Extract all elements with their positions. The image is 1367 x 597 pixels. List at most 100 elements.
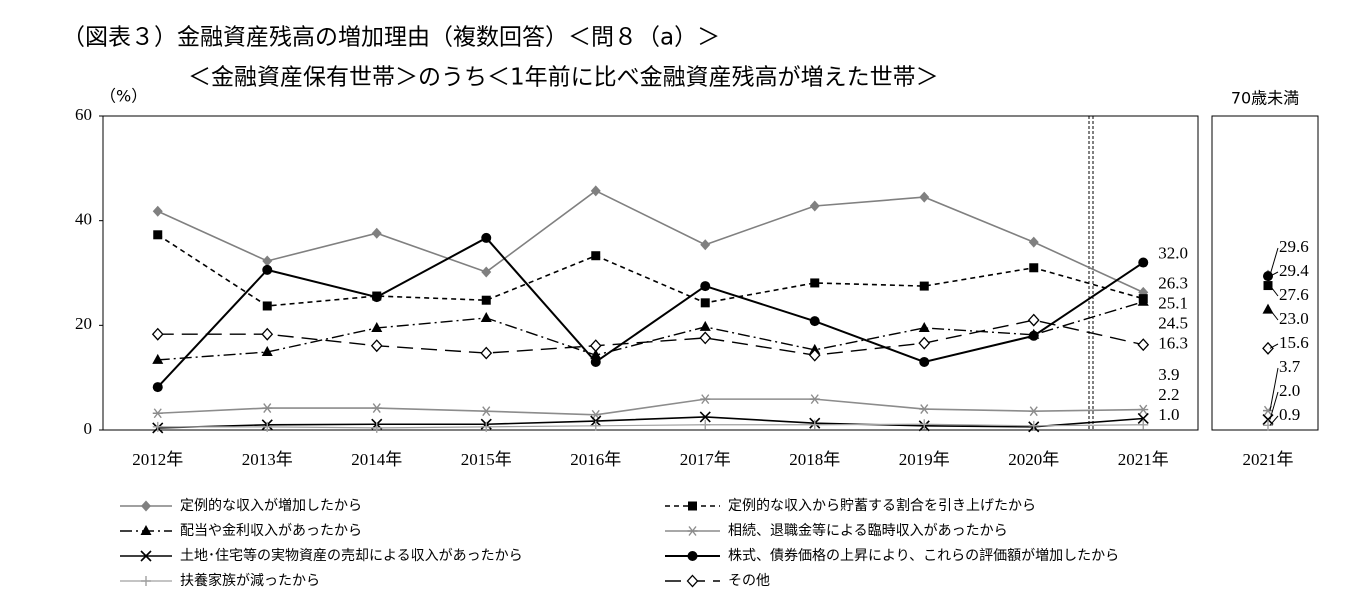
- marker: [919, 419, 930, 430]
- marker: [1137, 412, 1149, 425]
- series-line: [157, 423, 1144, 429]
- marker: [261, 327, 274, 341]
- data-label: 2.2: [1158, 385, 1179, 404]
- marker: [809, 200, 820, 212]
- series-line: [157, 234, 1144, 307]
- series-line: [157, 301, 1144, 361]
- leader-line: [1269, 415, 1279, 426]
- marker: [481, 406, 492, 417]
- marker: [153, 230, 163, 240]
- marker: [1138, 404, 1149, 415]
- leader-line: [1269, 391, 1279, 420]
- chart-subtitle: ＜金融資産保有世帯＞のうち＜1年前に比べ金融資産残高が増えた世帯＞: [188, 65, 939, 91]
- marker: [140, 550, 152, 562]
- marker: [481, 232, 492, 243]
- marker: [371, 292, 382, 303]
- x-tick-label: 2019年: [899, 450, 950, 469]
- marker: [152, 353, 164, 364]
- marker: [262, 421, 273, 432]
- marker: [1138, 419, 1149, 430]
- x-tick-label: 2020年: [1008, 450, 1059, 469]
- data-label: 3.7: [1279, 357, 1301, 376]
- marker: [152, 421, 163, 432]
- data-label: 26.3: [1158, 273, 1188, 292]
- marker: [480, 346, 493, 360]
- y-tick-label: 20: [75, 314, 92, 333]
- marker: [141, 576, 151, 586]
- marker: [1028, 420, 1039, 431]
- marker: [700, 281, 711, 292]
- marker: [1263, 420, 1273, 431]
- marker: [686, 574, 699, 588]
- marker: [1028, 330, 1039, 341]
- leader-line: [1269, 247, 1279, 276]
- sub-panel-title: 70歳未満: [1231, 89, 1299, 108]
- leader-line: [1269, 367, 1279, 411]
- data-label: 32.0: [1158, 243, 1188, 262]
- marker: [1027, 313, 1040, 327]
- y-axis-label: （%）: [100, 87, 147, 106]
- data-label: 15.6: [1279, 333, 1309, 352]
- marker: [1263, 281, 1273, 291]
- marker: [370, 339, 383, 353]
- x-tick-label: 2021年: [1243, 450, 1294, 469]
- marker: [1028, 236, 1039, 248]
- marker: [371, 227, 382, 239]
- marker: [700, 239, 711, 251]
- x-tick-label: 2021年: [1118, 450, 1169, 469]
- series-line: [157, 189, 1144, 294]
- data-label: 27.6: [1279, 285, 1309, 304]
- data-label: 3.9: [1158, 365, 1179, 384]
- marker: [590, 185, 601, 197]
- marker: [699, 320, 711, 331]
- series-line: [157, 416, 1144, 429]
- marker: [919, 281, 929, 291]
- marker: [700, 394, 711, 405]
- marker: [481, 295, 491, 305]
- leader-line: [1269, 309, 1279, 321]
- y-tick-label: 60: [75, 105, 92, 124]
- legend-label: 扶養家族が減ったから: [180, 572, 320, 589]
- marker: [481, 266, 492, 278]
- x-tick-label: 2013年: [242, 450, 293, 469]
- marker: [152, 408, 163, 419]
- leader-line: [1269, 343, 1279, 349]
- leader-line: [1269, 271, 1279, 277]
- x-tick-label: 2016年: [570, 450, 621, 469]
- marker: [1137, 338, 1150, 352]
- marker: [262, 264, 273, 275]
- data-label: 25.1: [1158, 293, 1188, 312]
- marker: [1263, 271, 1273, 282]
- sub-plot-frame: [1211, 115, 1319, 431]
- marker: [371, 422, 382, 433]
- marker: [262, 403, 273, 413]
- marker: [152, 382, 163, 393]
- marker: [918, 321, 930, 332]
- marker: [152, 205, 163, 217]
- data-label: 0.9: [1279, 405, 1300, 424]
- data-label: 24.5: [1158, 313, 1188, 332]
- data-label: 1.0: [1158, 405, 1179, 424]
- marker: [918, 336, 931, 350]
- marker: [700, 298, 710, 308]
- legend-label: その他: [728, 573, 770, 589]
- plot-frame: [102, 115, 1199, 431]
- marker: [151, 327, 164, 341]
- marker: [810, 278, 820, 288]
- marker: [481, 421, 492, 432]
- y-tick-label: 40: [75, 210, 92, 229]
- marker: [371, 321, 383, 332]
- legend-label: 土地･住宅等の実物資産の売却による収入があったから: [180, 547, 523, 564]
- x-tick-label: 2017年: [680, 450, 731, 469]
- marker: [919, 404, 930, 414]
- data-label: 29.4: [1279, 261, 1309, 280]
- marker: [1028, 406, 1039, 417]
- marker: [590, 349, 602, 360]
- data-label: 23.0: [1279, 309, 1309, 328]
- marker: [919, 356, 930, 367]
- marker: [699, 411, 711, 423]
- series-line: [157, 236, 1144, 388]
- marker: [261, 346, 273, 357]
- marker: [262, 301, 272, 311]
- marker: [480, 312, 492, 323]
